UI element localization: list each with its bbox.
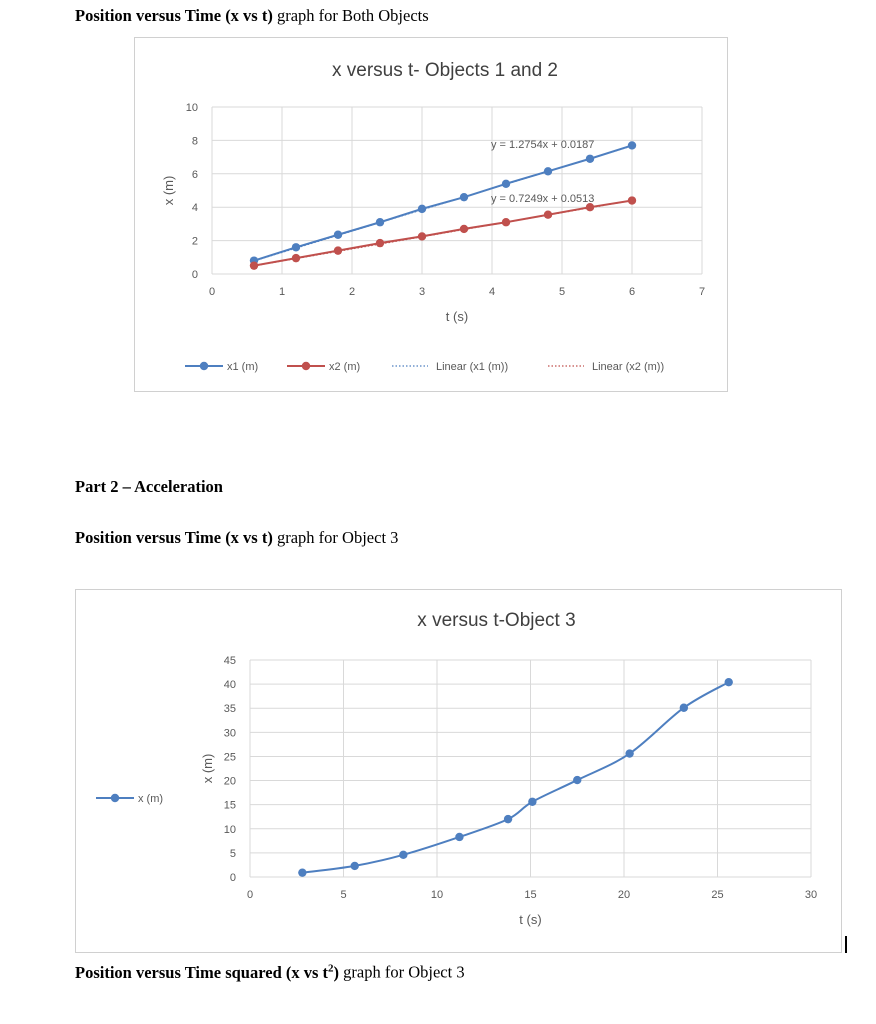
y-tick-label: 2 — [192, 236, 198, 248]
y-axis-label: x (m) — [161, 176, 176, 206]
chart2-svg: x versus t-Object 3 0 5 10 15 20 25 30 35 40 45 0 5 1… — [96, 610, 817, 927]
heading-x-vs-t2-bold: Position versus Time squared (x vs t — [75, 962, 329, 982]
x-tick-label: 4 — [489, 286, 495, 298]
x-tick-label: 1 — [279, 286, 285, 298]
x-tick-label: 15 — [524, 889, 536, 901]
x-tick-label: 2 — [349, 286, 355, 298]
y-tick-label: 5 — [230, 848, 236, 860]
text-cursor — [845, 936, 847, 953]
heading-x-vs-t2: Position versus Time squared (x vs t2) g… — [75, 962, 465, 983]
y-tick-label: 40 — [224, 679, 236, 691]
chart-title: x versus t-Object 3 — [417, 610, 575, 631]
legend-swatch-marker — [110, 793, 120, 803]
data-point — [333, 230, 343, 239]
data-point — [375, 238, 385, 248]
x-tick-label: 10 — [431, 889, 443, 901]
data-point — [455, 832, 464, 842]
data-point — [417, 204, 427, 214]
data-point — [291, 253, 301, 263]
x-tick-label: 0 — [209, 286, 215, 298]
chart2-frame: x versus t-Object 3 0 5 10 15 20 25 30 35 40 45 0 5 1… — [75, 589, 842, 953]
x-axis-label: t (s) — [519, 912, 541, 927]
data-point — [627, 141, 637, 150]
data-point — [543, 210, 553, 219]
legend-label: Linear (x1 (m)) — [436, 361, 508, 373]
data-point — [417, 232, 427, 241]
x-axis-label: t (s) — [446, 309, 468, 324]
x-tick-label: 5 — [559, 286, 565, 298]
trendline-equation: y = 0.7249x + 0.0513 — [491, 193, 594, 205]
heading-x-vs-t2-bold-end: ) — [333, 962, 340, 982]
x-tick-label: 0 — [247, 889, 253, 901]
y-tick-label: 45 — [224, 655, 236, 667]
data-point — [350, 861, 359, 871]
series-line — [253, 144, 633, 262]
legend-label: x1 (m) — [227, 361, 258, 373]
data-point — [585, 203, 595, 212]
heading-both-objects: Position versus Time (x vs t) graph for … — [75, 6, 429, 26]
x-tick-label: 7 — [699, 286, 705, 298]
chart1-frame: x versus t- Objects 1 and 2 0 2 4 6 8 10 0 1 2 3 4 5… — [134, 37, 728, 392]
y-tick-label: 30 — [224, 727, 236, 739]
y-axis-label: x (m) — [200, 754, 215, 784]
data-point — [459, 224, 469, 234]
data-point — [585, 154, 595, 163]
heading-object3-rest: graph for Object 3 — [272, 528, 399, 547]
data-point — [724, 677, 733, 687]
x-tick-label: 3 — [419, 286, 425, 298]
heading-part2-text: Part 2 – Acceleration — [75, 477, 223, 496]
y-tick-label: 0 — [230, 872, 236, 884]
data-point — [249, 261, 259, 270]
data-point — [627, 196, 637, 205]
legend-swatch-marker — [301, 361, 311, 371]
y-tick-label: 15 — [224, 800, 236, 812]
data-point — [291, 243, 301, 252]
data-point — [399, 850, 408, 860]
heading-object3-bold: Position versus Time (x vs t) — [75, 528, 273, 547]
heading-x-vs-t2-sup: 2 — [328, 962, 334, 974]
y-tick-label: 25 — [224, 751, 236, 763]
data-point — [573, 775, 582, 785]
x-tick-label: 25 — [711, 889, 723, 901]
x-tick-label: 5 — [340, 889, 346, 901]
heading-x-vs-t2-rest: graph for Object 3 — [339, 962, 465, 982]
data-point — [459, 192, 469, 202]
y-tick-label: 20 — [224, 776, 236, 788]
legend-label: x2 (m) — [329, 361, 360, 373]
data-point — [679, 703, 689, 712]
x-tick-label: 6 — [629, 286, 635, 298]
heading-both-objects-bold: Position versus Time (x vs t) — [75, 6, 273, 25]
y-tick-label: 10 — [224, 824, 236, 836]
legend-label: Linear (x2 (m)) — [592, 361, 664, 373]
legend-label: x (m) — [138, 793, 163, 805]
y-tick-label: 4 — [192, 202, 198, 214]
data-point — [333, 246, 343, 255]
y-tick-label: 10 — [186, 102, 198, 114]
y-tick-label: 6 — [192, 169, 198, 181]
y-tick-label: 8 — [192, 135, 198, 147]
x-tick-label: 20 — [618, 889, 630, 901]
data-point — [501, 218, 511, 227]
data-point — [501, 179, 511, 189]
trendline-equation: y = 1.2754x + 0.0187 — [491, 139, 594, 151]
data-point — [298, 868, 307, 877]
series-line — [302, 681, 730, 874]
chart-title: x versus t- Objects 1 and 2 — [332, 60, 558, 81]
x-tick-label: 30 — [805, 889, 817, 901]
heading-part2: Part 2 – Acceleration — [75, 477, 223, 497]
heading-object3: Position versus Time (x vs t) graph for … — [75, 528, 398, 548]
heading-both-objects-rest: graph for Both Objects — [272, 6, 429, 25]
data-point — [543, 167, 553, 176]
y-tick-label: 35 — [224, 703, 236, 715]
data-point — [375, 218, 385, 227]
series-line — [253, 199, 633, 267]
data-point — [625, 749, 634, 758]
data-point — [503, 814, 513, 824]
chart1-svg: x versus t- Objects 1 and 2 0 2 4 6 8 10 0 1 2 3 4 5… — [161, 60, 705, 373]
y-tick-label: 0 — [192, 269, 198, 281]
legend-swatch-marker — [199, 361, 209, 371]
data-point — [528, 797, 537, 806]
